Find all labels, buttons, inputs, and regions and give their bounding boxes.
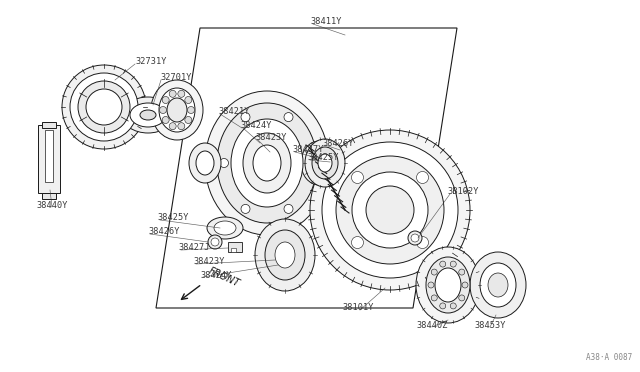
Circle shape [352, 172, 428, 248]
Text: 38425Y: 38425Y [307, 154, 339, 163]
Text: 38423Y: 38423Y [193, 257, 225, 266]
Circle shape [440, 261, 445, 267]
Circle shape [428, 282, 434, 288]
Text: 38411Y: 38411Y [310, 17, 342, 26]
Ellipse shape [207, 217, 243, 239]
Text: 32701Y: 32701Y [160, 74, 191, 83]
Bar [38, 125, 60, 193]
Text: 3B102Y: 3B102Y [447, 187, 479, 196]
Ellipse shape [189, 143, 221, 183]
Ellipse shape [140, 110, 156, 120]
Text: 38426Y: 38426Y [148, 228, 179, 237]
Circle shape [351, 171, 364, 183]
Ellipse shape [217, 103, 317, 223]
Ellipse shape [243, 133, 291, 193]
Ellipse shape [231, 119, 303, 207]
Circle shape [451, 261, 456, 267]
Ellipse shape [159, 88, 195, 132]
Ellipse shape [318, 154, 332, 172]
Circle shape [70, 73, 138, 141]
Circle shape [284, 204, 293, 214]
Ellipse shape [253, 145, 281, 181]
Ellipse shape [416, 247, 480, 323]
Ellipse shape [205, 91, 329, 235]
Text: 38423Y: 38423Y [255, 134, 287, 142]
Ellipse shape [488, 273, 508, 297]
Text: 38424Y: 38424Y [200, 270, 232, 279]
Text: 38424Y: 38424Y [240, 122, 271, 131]
Bar [42, 122, 56, 128]
Text: 38453Y: 38453Y [474, 321, 506, 330]
Text: 38427Y: 38427Y [292, 145, 323, 154]
Bar [45, 130, 53, 182]
Text: FRONT: FRONT [207, 266, 241, 289]
Circle shape [220, 158, 228, 167]
Circle shape [185, 116, 192, 124]
Circle shape [208, 235, 222, 249]
Text: 38421Y: 38421Y [218, 108, 250, 116]
Ellipse shape [122, 97, 174, 133]
Text: 38427J: 38427J [178, 244, 209, 253]
Circle shape [366, 186, 414, 234]
Circle shape [284, 113, 293, 122]
Circle shape [322, 142, 458, 278]
Circle shape [162, 96, 169, 103]
Ellipse shape [275, 242, 295, 268]
Ellipse shape [301, 141, 337, 185]
Circle shape [169, 90, 176, 97]
Ellipse shape [435, 268, 461, 302]
Ellipse shape [480, 263, 516, 307]
Circle shape [310, 130, 470, 290]
Circle shape [241, 204, 250, 214]
Ellipse shape [308, 149, 330, 177]
Circle shape [440, 303, 445, 309]
Ellipse shape [151, 80, 203, 140]
Ellipse shape [426, 257, 470, 313]
Circle shape [211, 238, 219, 246]
Circle shape [241, 113, 250, 122]
Circle shape [178, 123, 185, 130]
Circle shape [162, 116, 169, 124]
Circle shape [451, 303, 456, 309]
Text: 32731Y: 32731Y [135, 58, 166, 67]
Circle shape [408, 231, 422, 245]
Circle shape [185, 96, 192, 103]
Circle shape [336, 156, 444, 264]
Ellipse shape [255, 219, 315, 291]
Ellipse shape [214, 221, 236, 235]
Ellipse shape [130, 103, 166, 127]
Bar [228, 242, 242, 252]
Circle shape [86, 89, 122, 125]
Circle shape [351, 237, 364, 248]
Circle shape [431, 269, 437, 275]
Circle shape [159, 106, 166, 113]
Ellipse shape [265, 230, 305, 280]
Circle shape [169, 123, 176, 130]
Circle shape [459, 295, 465, 301]
Bar [42, 193, 56, 199]
Bar [231, 248, 236, 252]
Circle shape [178, 90, 185, 97]
Circle shape [462, 282, 468, 288]
Circle shape [78, 81, 130, 133]
Circle shape [305, 158, 314, 167]
Ellipse shape [167, 98, 187, 122]
Ellipse shape [312, 147, 338, 179]
Ellipse shape [305, 139, 345, 187]
Circle shape [417, 171, 429, 183]
Text: A38·A 0087: A38·A 0087 [586, 353, 632, 362]
Circle shape [417, 237, 429, 248]
Text: 38440Z: 38440Z [416, 321, 448, 330]
Circle shape [188, 106, 195, 113]
Circle shape [411, 234, 419, 242]
Ellipse shape [196, 151, 214, 175]
Circle shape [459, 269, 465, 275]
Ellipse shape [470, 252, 526, 318]
Circle shape [62, 65, 146, 149]
Text: 38440Y: 38440Y [36, 201, 68, 209]
Circle shape [431, 295, 437, 301]
Text: 38425Y: 38425Y [157, 214, 189, 222]
Text: 38426Y: 38426Y [322, 138, 353, 148]
Text: 38101Y: 38101Y [342, 304, 374, 312]
